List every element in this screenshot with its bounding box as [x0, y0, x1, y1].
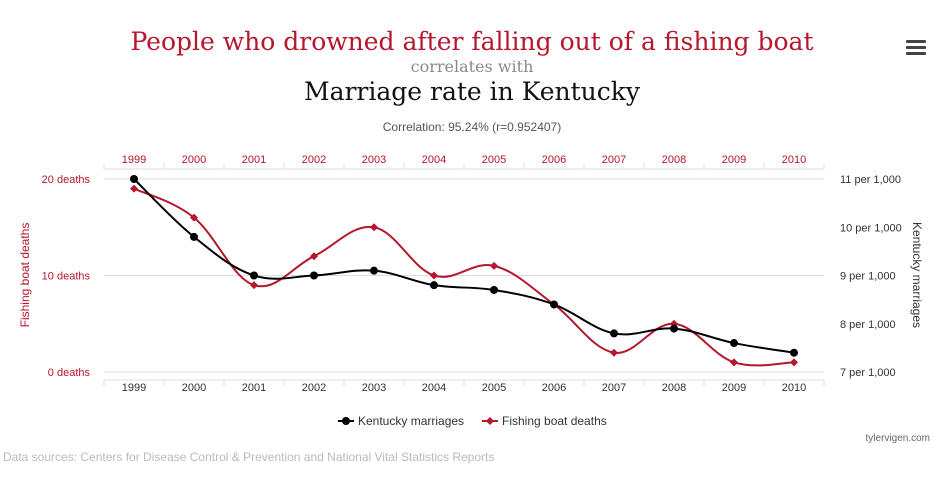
x-tick-label-bottom: 2004	[422, 382, 446, 394]
kentucky-marriages-point	[610, 329, 618, 338]
fishing-boat-deaths-point	[790, 358, 798, 367]
fishing-boat-deaths-line	[133, 187, 795, 367]
kentucky-marriages-point	[550, 300, 558, 309]
x-tick-label-bottom: 2000	[182, 382, 206, 394]
y-left-axis-title: Fishing boat deaths	[18, 223, 32, 328]
hamburger-menu-icon[interactable]	[906, 40, 926, 56]
fishing-boat-deaths-point	[250, 281, 258, 290]
x-tick-label-top: 2008	[662, 154, 686, 166]
y-left-tick-label: 0 deaths	[48, 367, 91, 379]
kentucky-marriages-point	[670, 324, 678, 333]
fishing-boat-deaths-point	[610, 348, 618, 357]
x-tick-label-bottom: 1999	[122, 382, 146, 394]
kentucky-marriages-point	[130, 175, 138, 183]
x-tick-label-top: 2003	[362, 154, 386, 166]
fishing-boat-deaths-point	[130, 184, 138, 193]
credit-link[interactable]: tylervigen.com	[865, 433, 930, 444]
kentucky-marriages-line	[133, 178, 795, 354]
x-tick-label-top: 2002	[302, 154, 326, 166]
menu-bar	[906, 52, 926, 55]
series-layer	[130, 175, 798, 367]
x-tick-label-bottom: 2009	[722, 382, 746, 394]
kentucky-marriages-point	[490, 285, 498, 294]
x-tick-label-top: 2004	[422, 154, 446, 166]
grid-layer	[104, 178, 824, 373]
y-left-tick-label: 20 deaths	[42, 174, 91, 186]
menu-bar	[906, 46, 926, 49]
kentucky-marriages-point	[310, 271, 318, 280]
kentucky-marriages-point	[790, 348, 798, 357]
chart-title-primary: People who drowned after falling out of …	[130, 27, 814, 56]
legend-swatch-marker	[486, 417, 494, 425]
y-right-tick-label: 11 per 1,000	[840, 174, 901, 186]
y-right-tick-label: 8 per 1,000	[840, 319, 896, 331]
kentucky-marriages-point	[730, 339, 738, 348]
x-tick-label-bottom: 2010	[782, 382, 806, 394]
y-right-tick-label: 9 per 1,000	[840, 271, 896, 283]
fishing-boat-deaths-point	[190, 213, 198, 222]
kentucky-marriages-point	[430, 281, 438, 290]
kentucky-marriages-point	[190, 232, 198, 241]
correlation-chart: 1999 1999 2000 2000 2001 2001 2002 2002 2003 2003…	[18, 154, 924, 428]
x-tick-label-bottom: 2005	[482, 382, 506, 394]
fishing-boat-deaths-point	[370, 223, 378, 232]
fishing-boat-deaths-point	[310, 252, 318, 261]
chart-title-secondary: Marriage rate in Kentucky	[303, 77, 641, 106]
fishing-boat-deaths-point	[730, 358, 738, 367]
x-tick-label-bottom: 2006	[542, 382, 566, 394]
y-right-tick-label: 7 per 1,000	[840, 367, 896, 379]
x-tick-label-bottom: 2007	[602, 382, 626, 394]
x-tick-label-top: 2000	[182, 154, 206, 166]
y-right-tick-label: 10 per 1,000	[840, 222, 902, 234]
x-tick-label-top: 1999	[122, 154, 146, 166]
legend-label-kentucky-marriages: Kentucky marriages	[358, 414, 464, 428]
fishing-boat-deaths-point	[490, 261, 498, 270]
legend-swatch-marker	[342, 417, 350, 425]
x-tick-label-top: 2006	[542, 154, 566, 166]
menu-bar	[906, 40, 926, 43]
x-tick-label-bottom: 2001	[242, 382, 266, 394]
kentucky-marriages-point	[370, 266, 378, 275]
x-tick-label-bottom: 2008	[662, 382, 686, 394]
x-tick-label-top: 2001	[242, 154, 266, 166]
kentucky-marriages-point	[250, 271, 258, 280]
x-tick-label-bottom: 2003	[362, 382, 386, 394]
x-tick-label-top: 2010	[782, 154, 806, 166]
y-left-tick-label: 10 deaths	[42, 271, 91, 283]
data-sources-text: Data sources: Centers for Disease Contro…	[3, 450, 495, 464]
fishing-boat-deaths-point	[430, 271, 438, 280]
legend-label-fishing-boat-deaths: Fishing boat deaths	[502, 414, 607, 428]
legend[interactable]: Kentucky marriages Fishing boat deaths	[338, 414, 607, 428]
chart-title-connector: correlates with	[410, 57, 534, 76]
x-tick-label-top: 2005	[482, 154, 506, 166]
axis-layer: 1999 1999 2000 2000 2001 2001 2002 2002 2003 2003…	[18, 154, 924, 394]
x-tick-label-bottom: 2002	[302, 382, 326, 394]
correlation-text: Correlation: 95.24% (r=0.952407)	[382, 120, 562, 134]
x-tick-label-top: 2009	[722, 154, 746, 166]
x-tick-label-top: 2007	[602, 154, 626, 166]
y-right-axis-title: Kentucky marriages	[910, 222, 924, 328]
